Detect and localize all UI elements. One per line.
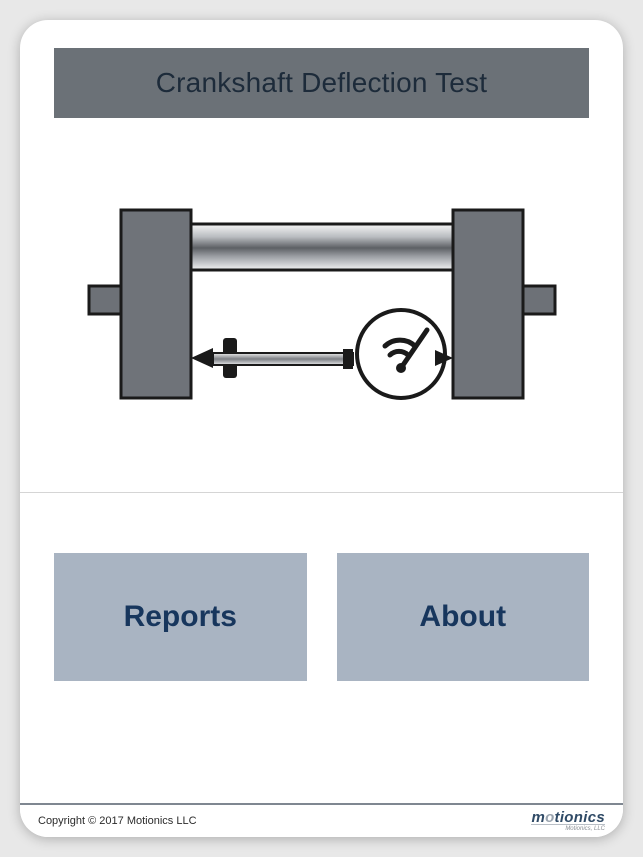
page-title: Crankshaft Deflection Test: [156, 67, 488, 99]
title-bar: Crankshaft Deflection Test: [54, 48, 589, 118]
copyright-text: Copyright © 2017 Motionics LLC: [38, 815, 197, 827]
app-screen: Crankshaft Deflection Test: [20, 20, 623, 837]
crankshaft-svg: [87, 188, 557, 428]
button-row: Reports About: [54, 553, 589, 681]
reports-button[interactable]: Reports: [54, 553, 307, 681]
about-button[interactable]: About: [337, 553, 590, 681]
divider: [20, 492, 623, 493]
brand-logo-sub: Motionics, LLC: [531, 824, 605, 832]
footer-bar: Copyright © 2017 Motionics LLC motionics…: [20, 803, 623, 837]
crankshaft-illustration: [54, 158, 589, 458]
reports-button-label: Reports: [124, 600, 237, 634]
about-button-label: About: [419, 600, 506, 634]
brand-logo: motionics Motionics, LLC: [531, 810, 605, 832]
brand-logo-main: motionics: [531, 810, 605, 825]
